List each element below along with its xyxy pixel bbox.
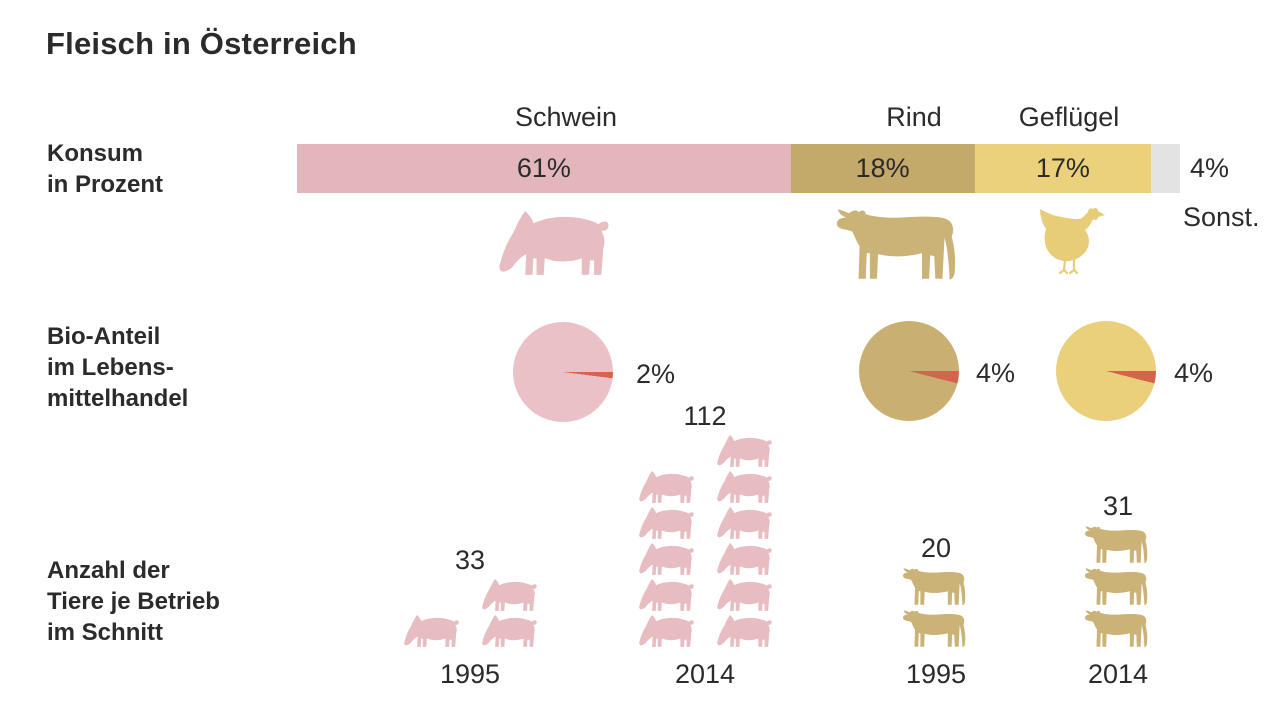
bio-pie-gefluegel-value: 4% — [1174, 358, 1214, 388]
pig-icon — [705, 614, 783, 650]
sonstiges-value: 4% — [1190, 153, 1230, 183]
pig-icon — [470, 578, 548, 614]
bio-pie-schwein — [513, 322, 613, 422]
cattle-1995-value: 20 — [920, 533, 952, 563]
segment-header-gefluegel: Geflügel — [1018, 102, 1120, 132]
cattle-2014-icon-stack — [1079, 524, 1157, 650]
pig-icon — [627, 470, 705, 506]
consumption-row-label-line1: Konsum — [47, 140, 143, 167]
farm-size-row-label: Anzahl der Tiere je Betrieb im Schnitt — [47, 555, 220, 648]
bio-row-label-line3: mittelhandel — [47, 385, 189, 412]
pig-icon — [705, 542, 783, 578]
farm-size-row-label-line1: Anzahl der — [47, 557, 170, 584]
bar-segment-schwein-value: 61% — [516, 153, 571, 183]
pig-icon — [705, 578, 783, 614]
bar-segment-rind: 18% — [790, 144, 975, 193]
cattle-1995-year-label: 1995 — [905, 659, 967, 689]
bar-segment-rind-value: 18% — [855, 153, 910, 183]
pig-icon — [492, 209, 616, 281]
pigs-2014-value: 112 — [683, 401, 727, 431]
segment-header-schwein: Schwein — [514, 102, 618, 132]
pig-icon — [392, 614, 470, 650]
cattle-1995-icon-stack — [897, 566, 975, 650]
cow-icon — [897, 566, 975, 608]
page-title: Fleisch in Österreich — [46, 26, 357, 61]
cattle-2014-value: 31 — [1102, 491, 1134, 521]
cow-icon — [1079, 608, 1157, 650]
sonstiges-label: Sonst. — [1183, 202, 1260, 232]
bio-pie-rind — [859, 321, 959, 421]
cow-icon — [1079, 566, 1157, 608]
pig-icon — [627, 506, 705, 542]
consumption-stacked-bar: 61% 18% 17% — [297, 144, 1180, 193]
pictogram-group-pigs-2014: 112 — [627, 401, 783, 690]
segment-header-rind: Rind — [886, 102, 942, 132]
bar-segment-sonstiges — [1151, 144, 1180, 193]
cow-icon — [897, 608, 975, 650]
pig-icon — [627, 542, 705, 578]
consumption-row-label: Konsum in Prozent — [47, 138, 163, 200]
bio-pie-rind-value: 4% — [976, 358, 1016, 388]
bio-pie-gefluegel — [1056, 321, 1156, 421]
bar-segment-gefluegel-value: 17% — [1035, 153, 1090, 183]
cow-icon — [1079, 524, 1157, 566]
pig-icon — [470, 614, 548, 650]
pig-icon — [627, 614, 705, 650]
pictogram-group-cattle-2014: 31 2014 — [1079, 491, 1157, 690]
cow-icon — [833, 203, 966, 285]
pig-icon — [705, 506, 783, 542]
pigs-1995-icon-stack — [392, 578, 548, 650]
pigs-1995-value: 33 — [454, 545, 486, 575]
bio-pie-schwein-value: 2% — [636, 359, 676, 389]
pictogram-group-cattle-1995: 20 1995 — [897, 533, 975, 690]
bio-row-label-line2: im Lebens- — [47, 354, 174, 381]
hen-icon — [1032, 206, 1112, 276]
bio-row-label-line1: Bio-Anteil — [47, 323, 161, 350]
consumption-row-label-line2: in Prozent — [47, 171, 164, 198]
pigs-1995-year-label: 1995 — [439, 659, 501, 689]
pictogram-group-pigs-1995: 33 1995 — [392, 545, 548, 690]
pigs-2014-year-label: 2014 — [674, 659, 736, 689]
bio-row-label: Bio-Anteil im Lebens- mittelhandel — [47, 321, 188, 414]
pigs-2014-icon-stack — [627, 434, 783, 650]
cattle-2014-year-label: 2014 — [1087, 659, 1149, 689]
farm-size-row-label-line3: im Schnitt — [47, 619, 164, 646]
pig-icon — [705, 470, 783, 506]
pig-icon — [627, 578, 705, 614]
farm-size-row-label-line2: Tiere je Betrieb — [47, 588, 220, 615]
bar-segment-gefluegel: 17% — [974, 144, 1152, 193]
bar-segment-schwein: 61% — [297, 144, 791, 193]
pig-icon — [705, 434, 783, 470]
